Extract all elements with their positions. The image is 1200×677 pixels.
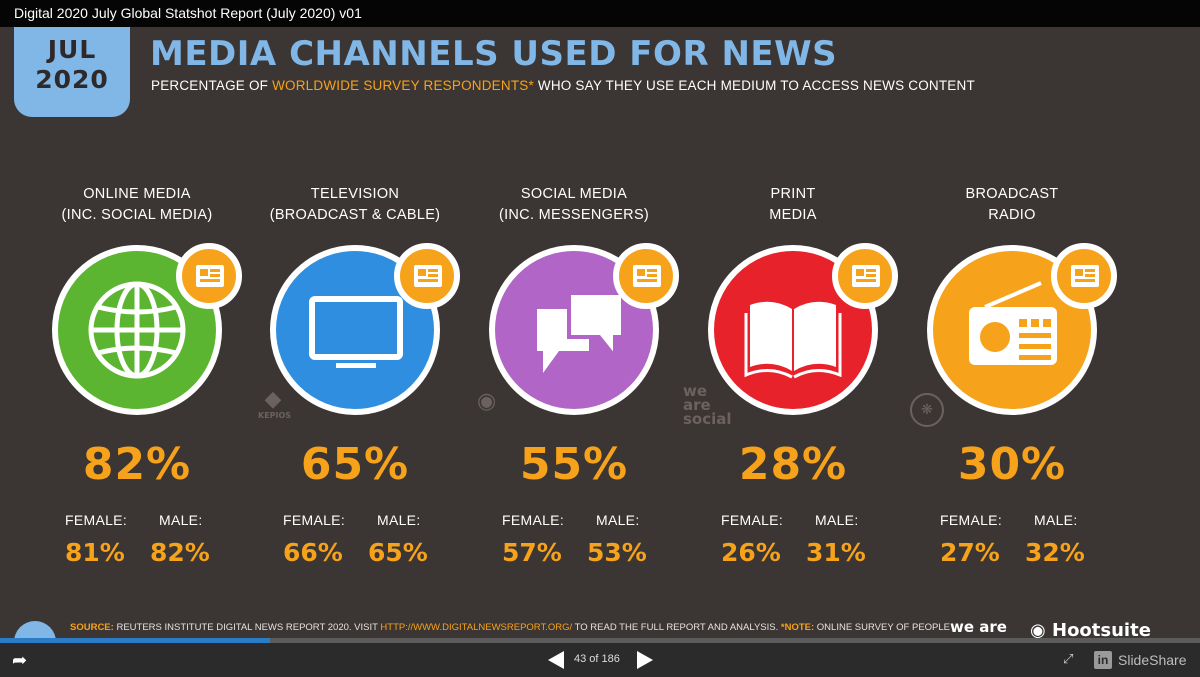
newspaper-badge (176, 243, 242, 309)
kepios-text: KEPIOS (258, 411, 292, 420)
total-percentage: 82% (82, 439, 192, 490)
male-label: MALE: (159, 512, 203, 528)
page-indicator: 43 of 186 (574, 653, 620, 665)
category-icon-circle (927, 243, 1117, 415)
newspaper-badge (1051, 243, 1117, 309)
total-percentage: 55% (519, 439, 629, 490)
subtitle-post: WHO SAY THEY USE EACH MEDIUM TO ACCESS N… (533, 78, 975, 93)
female-label: FEMALE: (721, 512, 784, 528)
source-key: SOURCE: (70, 622, 114, 633)
female-percentage: 27% (940, 538, 1000, 567)
category-label: BROADCAST RADIO (965, 186, 1059, 223)
female-label: FEMALE: (502, 512, 565, 528)
male-percentage: 65% (368, 538, 428, 567)
hootsuite-logo: ◉ Hootsuite (1030, 620, 1151, 640)
linkedin-icon[interactable]: in (1094, 651, 1112, 669)
player-controls: ➦ 43 of 186 ⤢ in SlideShare (0, 643, 1200, 677)
category-icon-circle (708, 243, 898, 415)
category-label: PRINT MEDIA (769, 186, 817, 223)
female-percentage: 26% (721, 538, 781, 567)
wearesocial-watermark: we are social (683, 382, 732, 428)
category-label: SOCIAL MEDIA (INC. MESSENGERS) (498, 186, 650, 223)
slide-progress-bar[interactable] (0, 638, 1200, 643)
slide-title: MEDIA CHANNELS USED FOR NEWS (150, 34, 838, 74)
total-percentage: 65% (300, 439, 410, 490)
female-percentage: 57% (502, 538, 562, 567)
source-note: SOURCE: REUTERS INSTITUTE DIGITAL NEWS R… (70, 622, 950, 633)
category-label: TELEVISION (BROADCAST & CABLE) (269, 186, 441, 223)
progress-fill (0, 638, 270, 643)
slideshare-brand[interactable]: SlideShare (1118, 652, 1187, 668)
source-url[interactable]: HTTP://WWW.DIGITALNEWSREPORT.ORG/ (380, 622, 573, 633)
media-column: SOCIAL MEDIA (INC. MESSENGERS) 55% FEMAL… (464, 27, 684, 640)
slide-subtitle: PERCENTAGE OF WORLDWIDE SURVEY RESPONDEN… (151, 78, 975, 93)
kepios-watermark: ◆ KEPIOS (258, 387, 292, 421)
media-column: BROADCAST RADIO 30% FEMALE: MALE: 27% 32… (902, 27, 1122, 640)
male-label: MALE: (815, 512, 859, 528)
owl-watermark: ◉ (477, 389, 497, 414)
media-column: TELEVISION (BROADCAST & CABLE) 65% FEMAL… (245, 27, 465, 640)
male-percentage: 82% (150, 538, 210, 567)
newspaper-badge (394, 243, 460, 309)
male-percentage: 53% (587, 538, 647, 567)
owl-icon: ◉ (1030, 620, 1046, 640)
window-title: Digital 2020 July Global Statshot Report… (0, 0, 1200, 27)
category-icon-circle (52, 243, 242, 415)
female-label: FEMALE: (283, 512, 346, 528)
male-percentage: 32% (1025, 538, 1085, 567)
previous-slide-button[interactable] (548, 651, 564, 669)
category-icon-circle (270, 243, 460, 415)
radio-icon-circle (927, 245, 1097, 415)
category-label: ONLINE MEDIA (INC. SOCIAL MEDIA) (61, 186, 213, 223)
hootsuite-text: Hootsuite (1052, 620, 1151, 640)
male-label: MALE: (377, 512, 421, 528)
fullscreen-icon[interactable]: ⤢ (1063, 651, 1074, 666)
source-text: REUTERS INSTITUTE DIGITAL NEWS REPORT 20… (113, 622, 381, 633)
female-label: FEMALE: (65, 512, 128, 528)
male-percentage: 31% (806, 538, 866, 567)
subtitle-pre: PERCENTAGE OF (151, 78, 273, 93)
slide: JUL 2020 MEDIA CHANNELS USED FOR NEWS PE… (0, 27, 1200, 640)
female-label: FEMALE: (940, 512, 1003, 528)
media-column: ONLINE MEDIA (INC. SOCIAL MEDIA) 82% FEM… (27, 27, 247, 640)
share-icon[interactable]: ➦ (12, 650, 28, 670)
wearesocial-logo: we are (950, 618, 1007, 636)
total-percentage: 30% (957, 439, 1067, 490)
newspaper-badge (613, 243, 679, 309)
next-slide-button[interactable] (637, 651, 653, 669)
newspaper-badge (832, 243, 898, 309)
female-percentage: 81% (65, 538, 125, 567)
male-label: MALE: (596, 512, 640, 528)
lightbulb-watermark: ❋ (910, 393, 944, 427)
date-tab: JUL 2020 (14, 27, 130, 117)
category-icon-circle (489, 243, 679, 415)
source-text-2: TO READ THE FULL REPORT AND ANALYSIS. (572, 622, 781, 633)
total-percentage: 28% (738, 439, 848, 490)
media-column: PRINT MEDIA 28% FEMALE: MALE: 26% 31% (683, 27, 903, 640)
female-percentage: 66% (283, 538, 343, 567)
page-number-circle (14, 621, 56, 640)
male-label: MALE: (1034, 512, 1078, 528)
subtitle-highlight: WORLDWIDE SURVEY RESPONDENTS* (272, 78, 534, 93)
note-key: *NOTE: (780, 622, 815, 633)
date-year: 2020 (35, 65, 109, 94)
date-month: JUL (47, 35, 97, 64)
note-text: ONLINE SURVEY OF PEOPLE (814, 622, 951, 633)
